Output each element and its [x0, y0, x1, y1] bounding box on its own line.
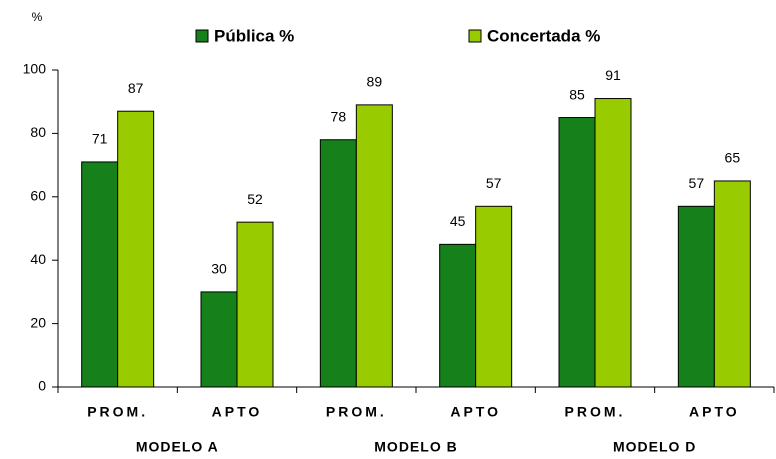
- bar: [319, 139, 357, 388]
- y-tick-label: 20: [30, 314, 46, 330]
- value-label: 45: [450, 213, 466, 229]
- value-label: 91: [605, 67, 621, 83]
- y-tick-label: 100: [23, 61, 47, 77]
- group-label: MODELO B: [374, 439, 457, 455]
- value-label: 52: [247, 191, 263, 207]
- value-label: 30: [211, 261, 227, 277]
- x-tick-label: APTO: [450, 404, 501, 420]
- value-label: 78: [331, 108, 347, 124]
- value-label: 65: [725, 150, 741, 166]
- value-label: 89: [367, 74, 383, 90]
- bar: [81, 161, 119, 388]
- value-label: 57: [486, 175, 502, 191]
- value-label: 71: [92, 131, 108, 147]
- y-tick-label: 40: [30, 251, 46, 267]
- bar: [677, 205, 715, 388]
- bar: [594, 98, 632, 388]
- group-label: MODELO D: [613, 439, 696, 455]
- bar: [558, 117, 596, 388]
- y-tick-label: 80: [30, 124, 46, 140]
- y-tick-label: 60: [30, 188, 46, 204]
- value-label: 57: [689, 175, 705, 191]
- x-tick-label: PROM.: [326, 404, 387, 420]
- bar: [439, 243, 477, 388]
- value-label: 87: [128, 80, 144, 96]
- x-tick-label: APTO: [212, 404, 263, 420]
- legend-swatch: [468, 29, 482, 43]
- bar: [200, 291, 238, 388]
- legend-label: Pública %: [214, 26, 294, 45]
- legend-swatch: [195, 29, 209, 43]
- x-tick-label: PROM.: [87, 404, 148, 420]
- y-axis-label: %: [32, 10, 43, 24]
- bar: [355, 104, 393, 388]
- x-tick-label: PROM.: [565, 404, 626, 420]
- y-tick-label: 0: [38, 378, 46, 394]
- bar: [713, 180, 751, 388]
- x-tick-label: APTO: [689, 404, 740, 420]
- bar: [117, 110, 155, 388]
- value-label: 85: [569, 86, 585, 102]
- bar: [236, 221, 274, 388]
- legend-label: Concertada %: [487, 26, 600, 45]
- group-label: MODELO A: [136, 439, 219, 455]
- bar: [475, 205, 513, 388]
